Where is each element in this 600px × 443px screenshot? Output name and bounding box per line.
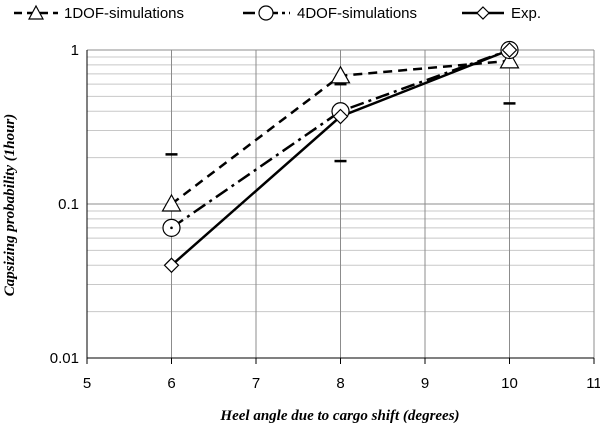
data-point-exp <box>332 108 349 125</box>
legend-triangle-marker <box>27 4 45 20</box>
legend-diamond-marker <box>476 6 490 20</box>
x-tick-label: 6 <box>167 375 175 392</box>
legend-item-4dof: 4DOF-simulations <box>243 5 417 22</box>
series-line-4dof <box>170 48 510 229</box>
x-tick-label: 8 <box>336 375 344 392</box>
x-tick-label: 10 <box>501 375 518 392</box>
marks-layer <box>161 40 520 274</box>
data-point-1dof <box>330 65 351 84</box>
x-tick-label: 7 <box>252 375 260 392</box>
grid <box>86 49 595 359</box>
data-point-center-4dof <box>170 226 173 230</box>
y-tick-label: 1 <box>71 42 79 59</box>
axes: 0.01 0.1 1 5 6 7 8 9 10 11 <box>50 42 600 392</box>
legend-label-1dof: 1DOF-simulations <box>64 5 184 22</box>
legend-label-4dof: 4DOF-simulations <box>297 5 417 22</box>
legend: 1DOF-simulations 4DOF-simulations Exp. <box>14 4 541 22</box>
data-point-1dof <box>161 193 182 212</box>
data-point-1dof <box>499 50 520 69</box>
data-point-exp <box>501 42 518 58</box>
y-tick-label: 0.1 <box>58 196 79 213</box>
legend-label-exp: Exp. <box>511 5 541 22</box>
legend-circle-marker <box>258 5 274 21</box>
legend-item-1dof: 1DOF-simulations <box>14 4 184 22</box>
legend-item-exp: Exp. <box>462 5 541 22</box>
x-tick-label: 11 <box>586 375 600 392</box>
y-tick-label: 0.01 <box>50 350 79 367</box>
x-axis-title: Heel angle due to cargo shift (degrees) <box>219 408 459 424</box>
y-axis-title: Capsizing probability (1hour) <box>2 114 18 297</box>
x-tick-label: 5 <box>83 375 91 392</box>
x-tick-label: 9 <box>421 375 429 392</box>
data-point-exp <box>163 257 180 274</box>
